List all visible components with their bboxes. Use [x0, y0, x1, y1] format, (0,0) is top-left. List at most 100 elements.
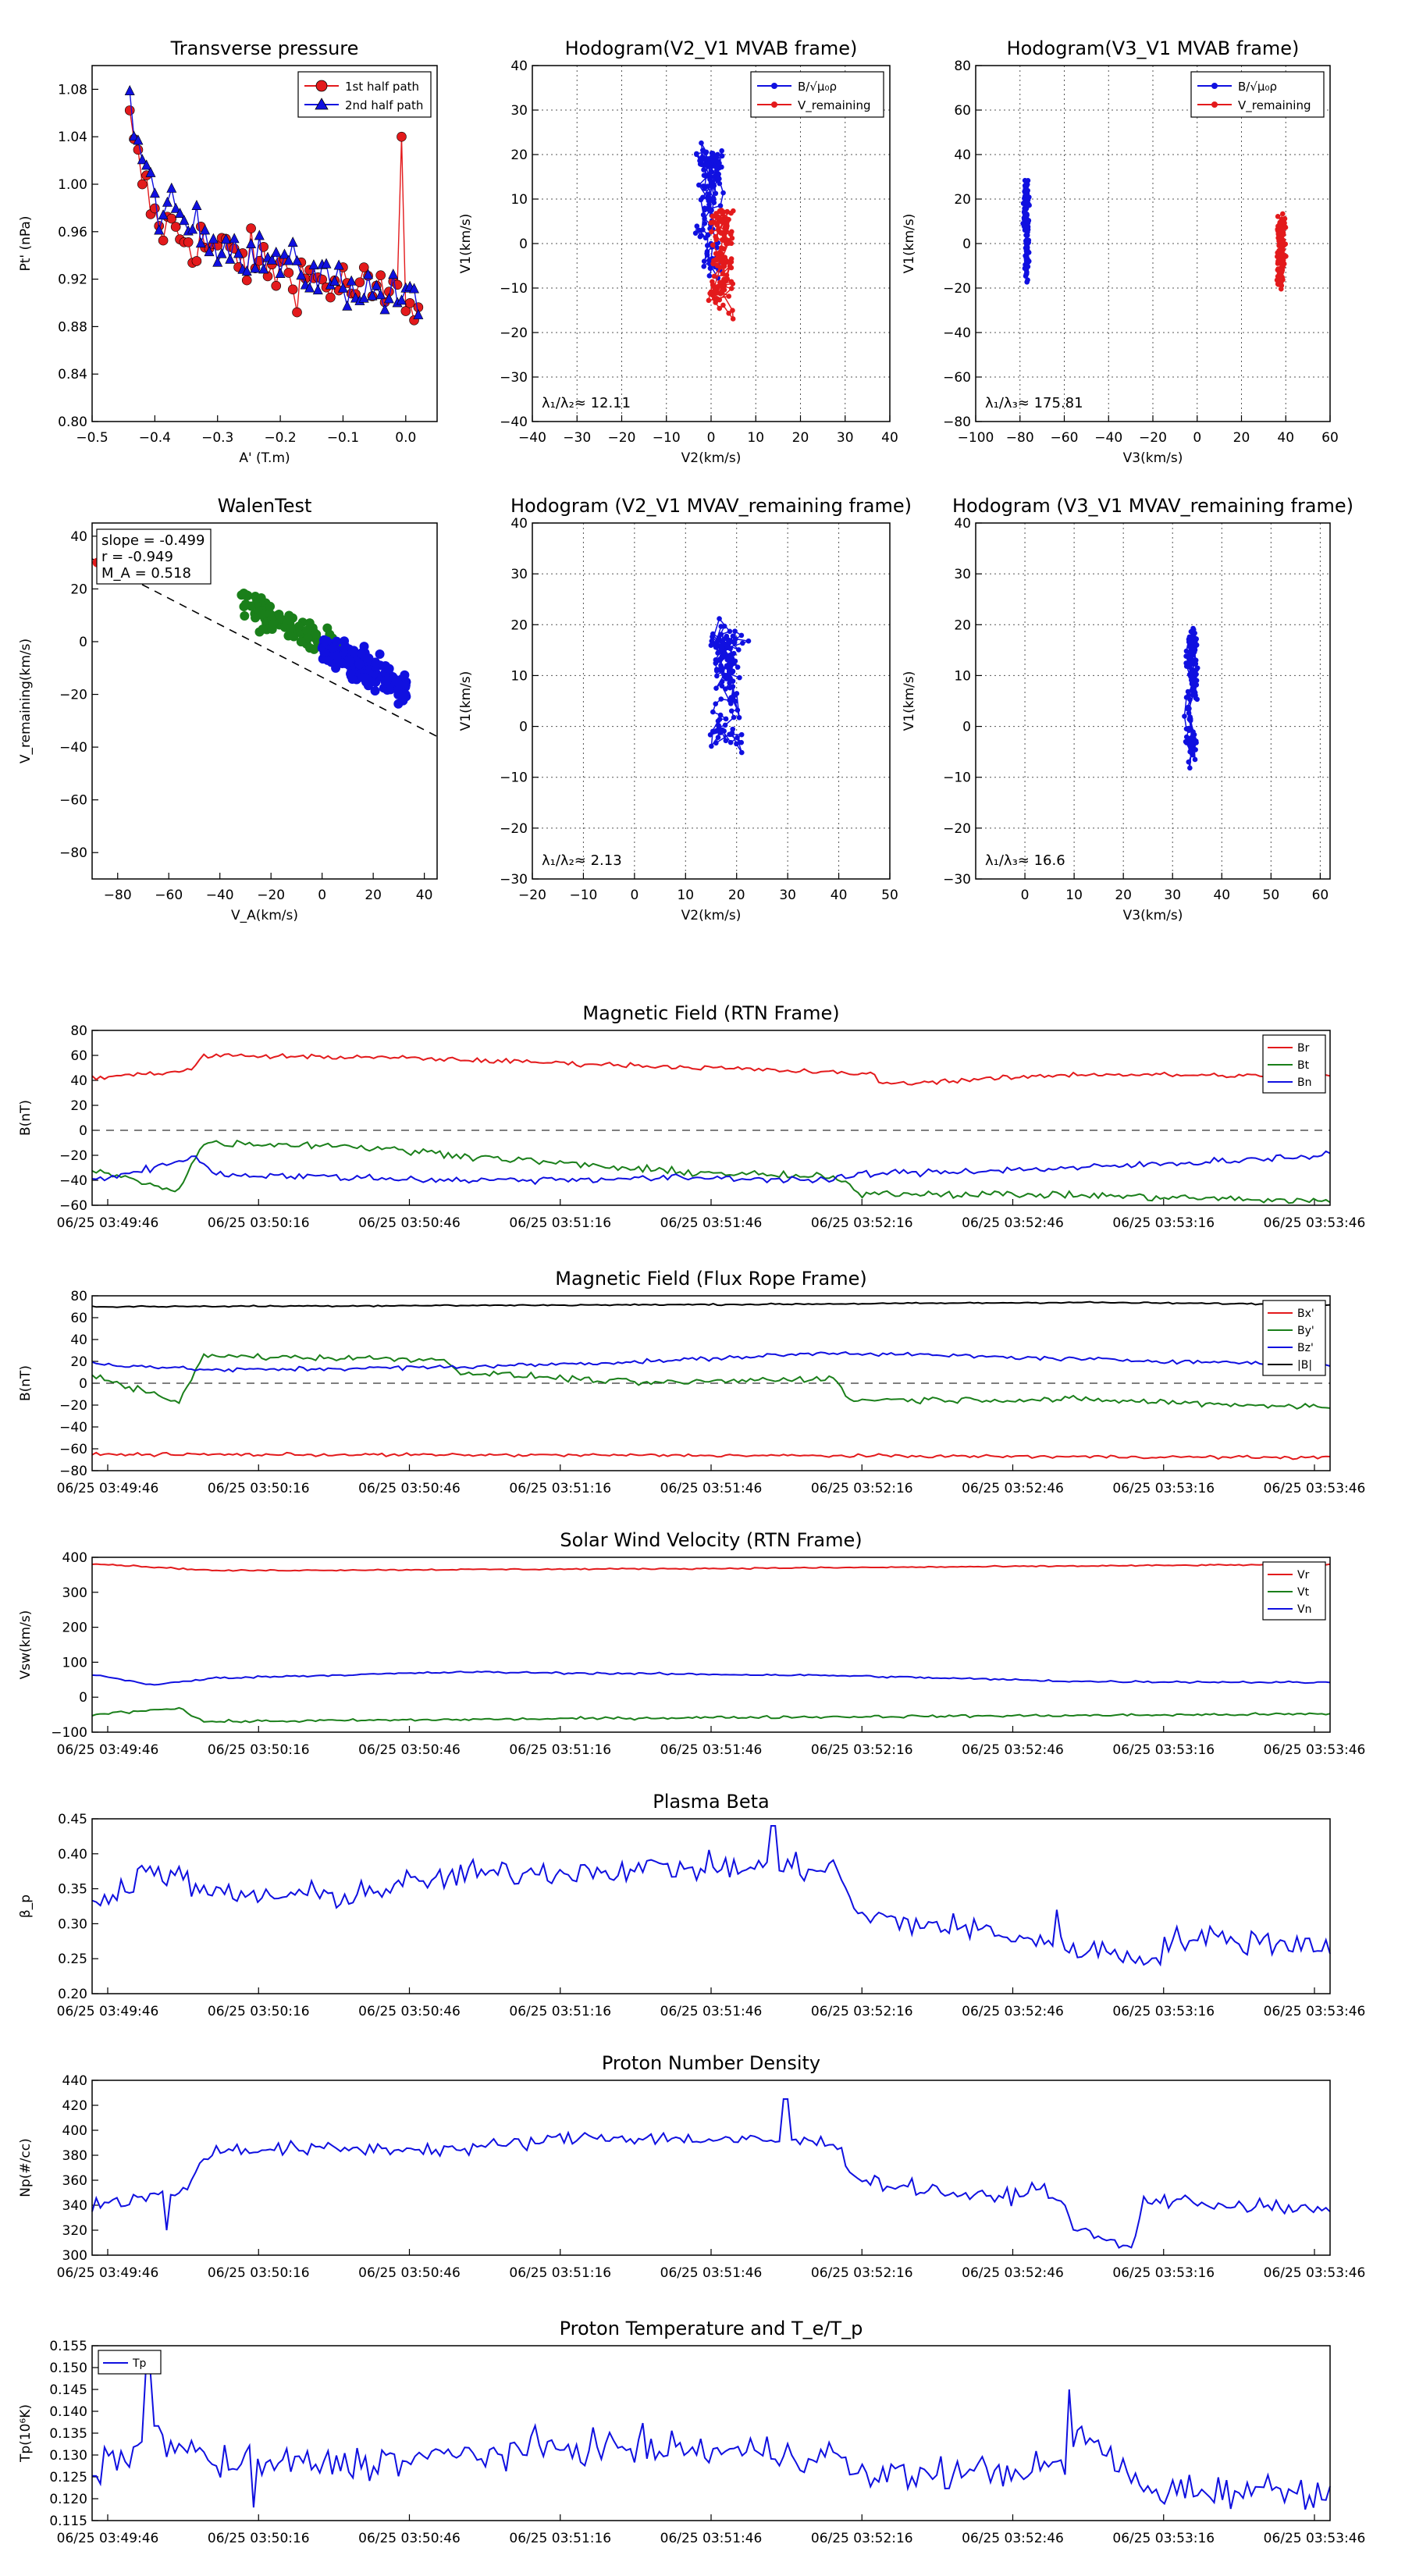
hodo1-ytick-label: −40	[500, 415, 528, 430]
walen-ylabel: V_remaining(km/s)	[18, 639, 34, 763]
transverse-ytick-label: 0.88	[58, 319, 87, 335]
data-point	[256, 593, 266, 603]
magrtn-xtick-label: 06/25 03:53:16	[1112, 1215, 1215, 1231]
transverse-legend-label: 1st half path	[345, 80, 419, 94]
data-point	[700, 212, 706, 218]
data-point	[195, 237, 206, 248]
data-point	[358, 262, 369, 272]
series-magfr-3	[91, 1300, 1331, 1308]
magrtn-title: Magnetic Field (RTN Frame)	[582, 1002, 839, 1024]
data-point	[346, 275, 357, 286]
data-point	[745, 638, 752, 644]
data-point	[1183, 738, 1189, 745]
data-point	[191, 256, 202, 266]
density-title: Proton Number Density	[602, 2052, 820, 2074]
transverse-ytick-label: 1.00	[58, 177, 87, 193]
data-point	[706, 201, 712, 208]
magrtn-xtick-label: 06/25 03:52:46	[962, 1215, 1064, 1231]
data-point	[1186, 737, 1193, 742]
data-point	[302, 625, 312, 635]
data-point	[145, 166, 156, 177]
data-point	[1023, 248, 1030, 254]
transverse-ytick-label: 1.04	[58, 130, 87, 145]
hodo2-frame	[975, 65, 1331, 422]
walen-frame	[91, 522, 438, 880]
hodo4-xtick-label: 60	[1312, 888, 1329, 903]
data-point	[1022, 224, 1028, 230]
beta-xtick-label: 06/25 03:51:46	[660, 2004, 763, 2019]
transverse-ytick-label: 0.80	[58, 415, 87, 430]
hodo4-ytick-label: −30	[943, 872, 971, 888]
data-point	[736, 647, 742, 653]
magfr-legend-label: By'	[1297, 1325, 1314, 1337]
density-ytick-label: 320	[62, 2223, 87, 2239]
data-point	[396, 294, 407, 305]
data-point	[1183, 648, 1190, 654]
data-point	[723, 738, 729, 744]
walen-title: WalenTest	[218, 495, 312, 517]
temp-xtick-label: 06/25 03:51:46	[660, 2531, 763, 2546]
data-point	[731, 714, 737, 720]
data-point	[363, 269, 374, 279]
hodo2-ytick-label: −60	[943, 370, 971, 386]
hodo4-xtick-label: 0	[1021, 888, 1030, 903]
hodo1-frame	[532, 65, 891, 422]
data-point	[715, 650, 720, 656]
hodo2-ytick-label: 40	[954, 148, 971, 163]
data-point	[279, 248, 290, 259]
data-point	[1279, 276, 1284, 282]
hodo2-xtick-label: 40	[1277, 430, 1294, 446]
temp-ytick-label: 0.155	[49, 2339, 87, 2354]
magrtn-legend-label: Bn	[1297, 1076, 1311, 1089]
data-point	[727, 739, 734, 745]
data-point	[713, 668, 720, 674]
magrtn-ytick-label: 60	[70, 1048, 87, 1064]
data-point	[731, 692, 737, 698]
density-ylabel: Np(#/cc)	[18, 2138, 34, 2197]
density-xtick-label: 06/25 03:50:46	[358, 2265, 461, 2281]
hodo1-ytick-label: 10	[510, 192, 528, 208]
hodo2-ytick-label: −80	[943, 415, 971, 430]
data-point	[708, 169, 714, 174]
hodo2-legend-marker	[1211, 101, 1218, 108]
data-point	[730, 308, 735, 314]
data-point	[712, 642, 718, 648]
data-point	[724, 216, 729, 222]
beta-xtick-label: 06/25 03:53:46	[1264, 2004, 1366, 2019]
hodo3-xtick-label: 30	[779, 888, 796, 903]
data-point	[1183, 664, 1190, 669]
hodo1-ytick-label: 20	[510, 148, 528, 163]
hodo3-xtick-label: 50	[881, 888, 898, 903]
walen-xlabel: V_A(km/s)	[231, 908, 298, 923]
data-point	[149, 187, 160, 198]
hodo4-ytick-label: −10	[943, 770, 971, 786]
magrtn-ytick-label: 80	[70, 1023, 87, 1039]
magrtn-ylabel: B(nT)	[18, 1100, 34, 1136]
data-point	[1186, 643, 1193, 649]
data-point	[701, 173, 707, 179]
data-point	[1275, 258, 1282, 263]
data-point	[735, 664, 741, 670]
data-point	[699, 233, 704, 238]
data-point	[346, 669, 356, 679]
data-point	[208, 233, 219, 244]
data-point	[284, 610, 294, 621]
data-point	[722, 722, 728, 728]
transverse-legend-marker	[315, 98, 329, 110]
data-point	[158, 209, 169, 220]
density-ytick-label: 420	[62, 2098, 87, 2114]
magfr-legend-label: |B|	[1297, 1359, 1312, 1372]
beta-ytick-label: 0.20	[58, 1987, 87, 2002]
density-xtick-label: 06/25 03:53:46	[1264, 2265, 1366, 2281]
magfr-xtick-label: 06/25 03:51:16	[509, 1481, 611, 1496]
data-point	[312, 284, 323, 295]
data-point	[413, 308, 424, 319]
transverse-legend-box	[297, 71, 432, 118]
data-point	[713, 701, 719, 706]
data-point	[720, 271, 726, 276]
data-point	[719, 678, 725, 685]
data-point	[375, 289, 386, 300]
hodo2-title: Hodogram(V3_V1 MVAB frame)	[1007, 37, 1300, 59]
hodo3-xtick-label: 10	[677, 888, 694, 903]
